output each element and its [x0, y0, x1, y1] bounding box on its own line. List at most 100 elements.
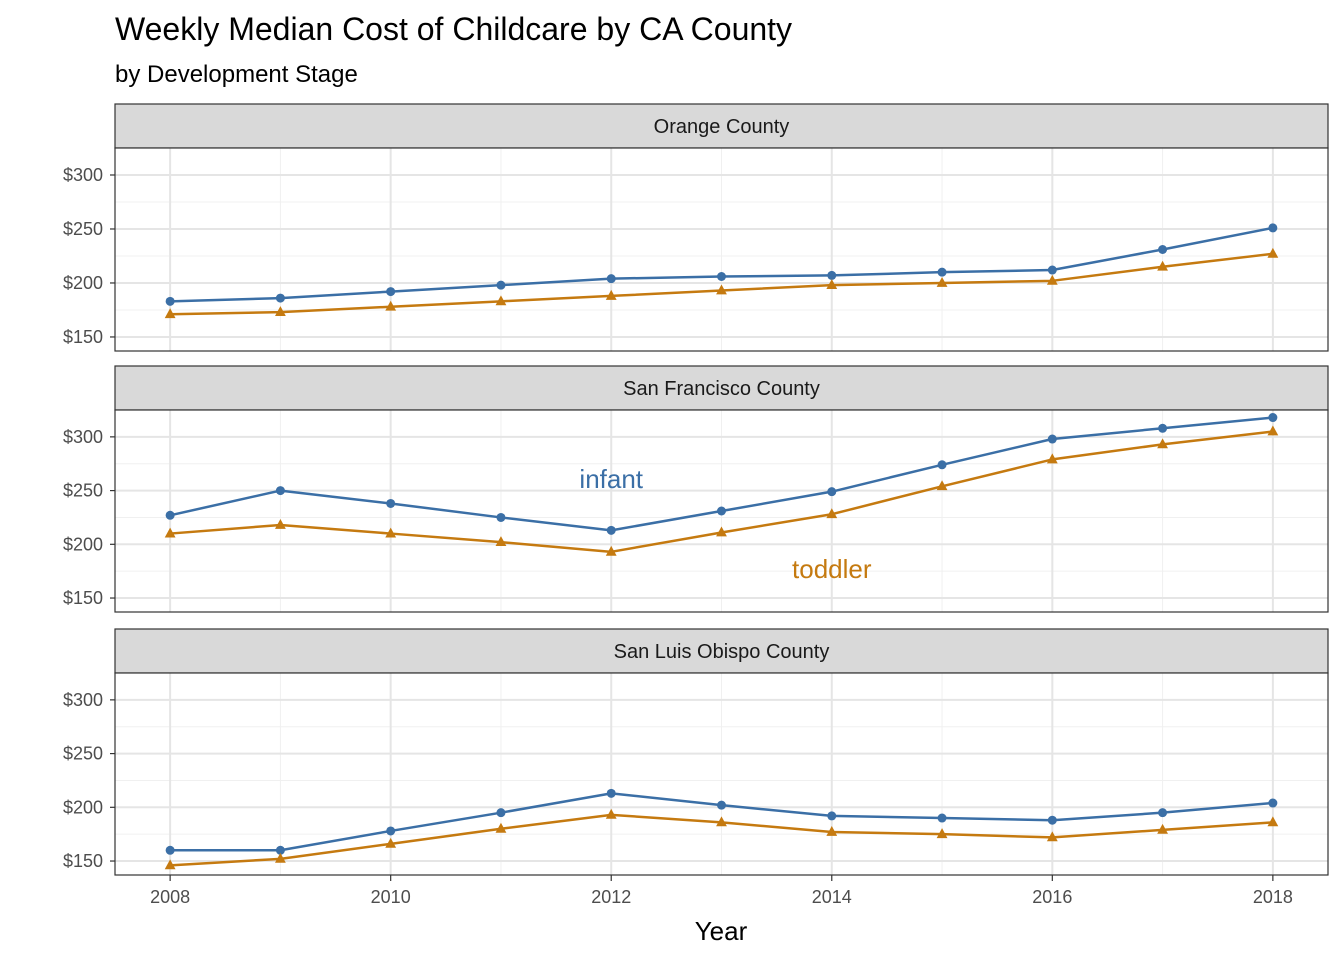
data-point-infant [165, 296, 175, 306]
data-point-toddler [826, 279, 838, 290]
x-tick-label: 2014 [812, 887, 852, 907]
panel-border [114, 147, 1329, 352]
data-point-toddler [1157, 823, 1168, 834]
data-point-infant [1268, 798, 1278, 808]
series-infant [165, 413, 1278, 535]
y-tick-label: $250 [63, 219, 103, 239]
data-point-toddler [1267, 425, 1279, 436]
data-point-infant [606, 274, 616, 284]
panel-2: San Luis Obispo County $150 $200 $250 $300 [63, 628, 1329, 876]
data-point-infant [827, 270, 837, 280]
y-tick-label: $200 [63, 534, 103, 554]
data-point-infant [717, 506, 726, 516]
data-point-toddler [1267, 247, 1279, 258]
data-point-toddler [1046, 453, 1058, 464]
data-point-infant [496, 280, 506, 290]
data-point-infant [1158, 423, 1168, 433]
data-point-toddler [716, 526, 727, 537]
data-point-infant [1268, 413, 1278, 423]
y-tick-label: $300 [63, 690, 103, 710]
panel-1: San Francisco County $150 $200 $250 $300 infa… [63, 365, 1329, 613]
data-point-infant [1047, 815, 1057, 825]
data-point-toddler [826, 508, 838, 519]
data-point-toddler [164, 308, 176, 319]
facet-strip [114, 103, 1329, 149]
facet-strip-label: Orange County [654, 116, 790, 138]
data-point-infant [386, 498, 396, 508]
data-point-infant [1047, 434, 1057, 444]
panel-border [114, 672, 1329, 876]
x-axis-title: Year [695, 916, 748, 946]
data-point-toddler [936, 828, 948, 839]
y-tick-label: $250 [63, 744, 103, 764]
data-point-toddler [164, 859, 176, 870]
facet-strip [114, 365, 1329, 411]
data-point-infant [386, 826, 396, 836]
data-point-toddler [1157, 260, 1168, 271]
facet-strip-label: San Francisco County [623, 378, 820, 400]
data-point-toddler [495, 536, 507, 547]
y-tick-label: $200 [63, 273, 103, 293]
data-point-toddler [1046, 274, 1058, 285]
data-point-infant [606, 788, 616, 798]
data-point-toddler [826, 826, 838, 836]
x-axis: 2008 2010 2012 2014 2016 2018 [150, 875, 1293, 907]
data-point-toddler [275, 306, 286, 317]
y-tick-label: $250 [63, 481, 103, 501]
x-tick-label: 2016 [1032, 887, 1072, 907]
facet-strip-label: San Luis Obispo County [614, 641, 830, 663]
annotation-toddler: toddler [792, 554, 872, 584]
data-point-infant [1158, 808, 1168, 818]
data-point-infant [496, 512, 506, 522]
x-tick-label: 2012 [591, 887, 631, 907]
x-tick-label: 2018 [1253, 887, 1293, 907]
data-point-toddler [605, 808, 617, 819]
data-point-toddler [936, 480, 948, 491]
data-point-infant [275, 293, 285, 303]
y-tick-label: $200 [63, 797, 103, 817]
x-tick-label: 2008 [150, 887, 190, 907]
data-point-infant [1158, 245, 1168, 254]
data-point-toddler [1267, 816, 1279, 827]
data-point-toddler [385, 837, 397, 848]
data-point-toddler [275, 518, 286, 529]
data-point-infant [165, 510, 175, 520]
data-point-infant [496, 808, 506, 818]
data-point-toddler [936, 276, 948, 287]
data-point-toddler [1046, 831, 1058, 842]
y-tick-label: $150 [63, 327, 103, 347]
y-tick-label: $150 [63, 851, 103, 871]
data-point-infant [717, 800, 726, 810]
panel-border [114, 409, 1329, 613]
facet-strip [114, 628, 1329, 674]
y-tick-label: $150 [63, 588, 103, 608]
data-point-infant [937, 813, 947, 823]
series-infant [165, 788, 1278, 855]
data-point-toddler [1157, 438, 1168, 449]
data-point-toddler [605, 289, 617, 300]
data-point-infant [827, 487, 837, 497]
data-point-infant [937, 460, 947, 470]
data-point-toddler [164, 527, 176, 538]
x-tick-label: 2010 [371, 887, 411, 907]
y-tick-label: $300 [63, 165, 103, 185]
annotation-infant: infant [579, 464, 643, 494]
data-point-infant [717, 271, 726, 281]
series-toddler [164, 425, 1279, 556]
data-point-infant [275, 486, 285, 496]
series-infant [165, 223, 1278, 306]
data-point-toddler [605, 545, 617, 556]
data-point-toddler [716, 284, 727, 295]
y-tick-label: $300 [63, 427, 103, 447]
data-point-toddler [495, 295, 507, 306]
data-point-infant [606, 525, 616, 535]
data-point-infant [1047, 265, 1057, 275]
series-toddler [164, 247, 1279, 319]
data-point-infant [1268, 223, 1278, 233]
data-point-toddler [275, 852, 286, 863]
data-point-infant [165, 845, 175, 855]
data-point-infant [386, 287, 396, 297]
chart-title: Weekly Median Cost of Childcare by CA Co… [115, 11, 792, 47]
